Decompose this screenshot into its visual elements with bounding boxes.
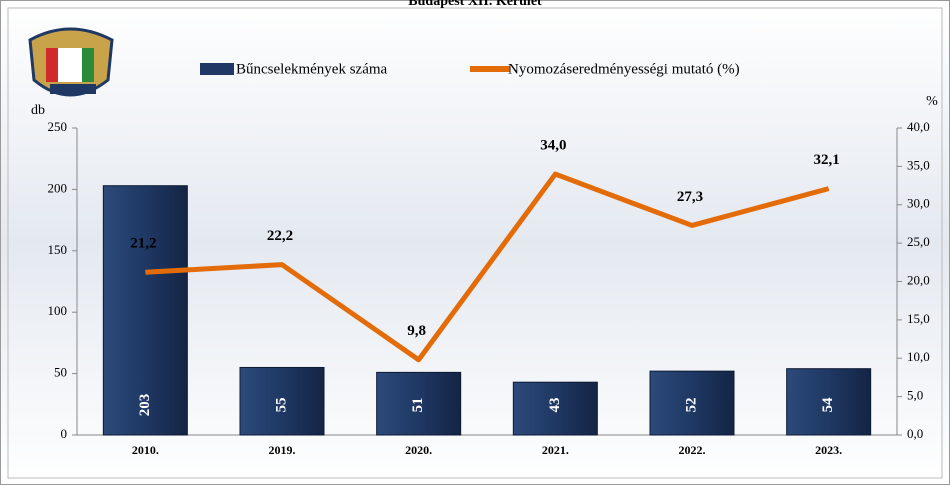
- x-tick-label: 2020.: [405, 443, 432, 457]
- line-value-label: 22,2: [267, 228, 293, 244]
- y2-tick-label: 10,0: [907, 349, 930, 364]
- x-tick-label: 2010.: [132, 443, 159, 457]
- legend-swatch: [200, 63, 234, 75]
- y-tick-label: 150: [48, 242, 68, 257]
- legend-label: Nyomozáseredményességi mutató (%): [508, 61, 740, 77]
- line-value-label: 32,1: [814, 152, 840, 168]
- y-tick-label: 0: [61, 426, 68, 441]
- y2-axis-label: %: [926, 94, 938, 109]
- bar-value-label: 51: [410, 398, 426, 413]
- y-axis-label: db: [31, 103, 45, 118]
- y-tick-label: 100: [48, 303, 68, 318]
- x-tick-label: 2019.: [269, 443, 296, 457]
- y-tick-label: 200: [48, 180, 68, 195]
- y2-tick-label: 40,0: [907, 119, 930, 134]
- chart: Budapest XII. Kerület db % 0 50 100 150 200 2…: [0, 0, 950, 485]
- y-tick-label: 50: [54, 365, 67, 380]
- logo: [30, 29, 112, 95]
- y2-tick-label: 0,0: [907, 426, 923, 441]
- x-tick-label: 2022.: [679, 443, 706, 457]
- bar-value-label: 43: [547, 398, 563, 413]
- line-value-label: 9,8: [407, 323, 426, 339]
- line-value-label: 34,0: [540, 137, 566, 153]
- y2-tick-label: 35,0: [907, 157, 930, 172]
- y2-tick-label: 20,0: [907, 272, 930, 287]
- y2-tick-label: 25,0: [907, 234, 930, 249]
- x-tick-label: 2023.: [815, 443, 842, 457]
- bar-value-label: 203: [137, 394, 153, 417]
- y2-tick-label: 15,0: [907, 311, 930, 326]
- line-value-label: 21,2: [130, 236, 156, 252]
- bar-value-label: 52: [683, 398, 699, 413]
- y-tick-label: 250: [48, 119, 68, 134]
- chart-title: Budapest XII. Kerület: [408, 0, 542, 9]
- legend-label: Bűncselekmények száma: [236, 61, 388, 77]
- y2-tick-label: 5,0: [907, 388, 923, 403]
- y2-tick-label: 30,0: [907, 196, 930, 211]
- x-tick-label: 2021.: [542, 443, 569, 457]
- line-value-label: 27,3: [677, 189, 703, 205]
- bar-value-label: 55: [273, 398, 289, 413]
- bar-value-label: 54: [820, 397, 836, 413]
